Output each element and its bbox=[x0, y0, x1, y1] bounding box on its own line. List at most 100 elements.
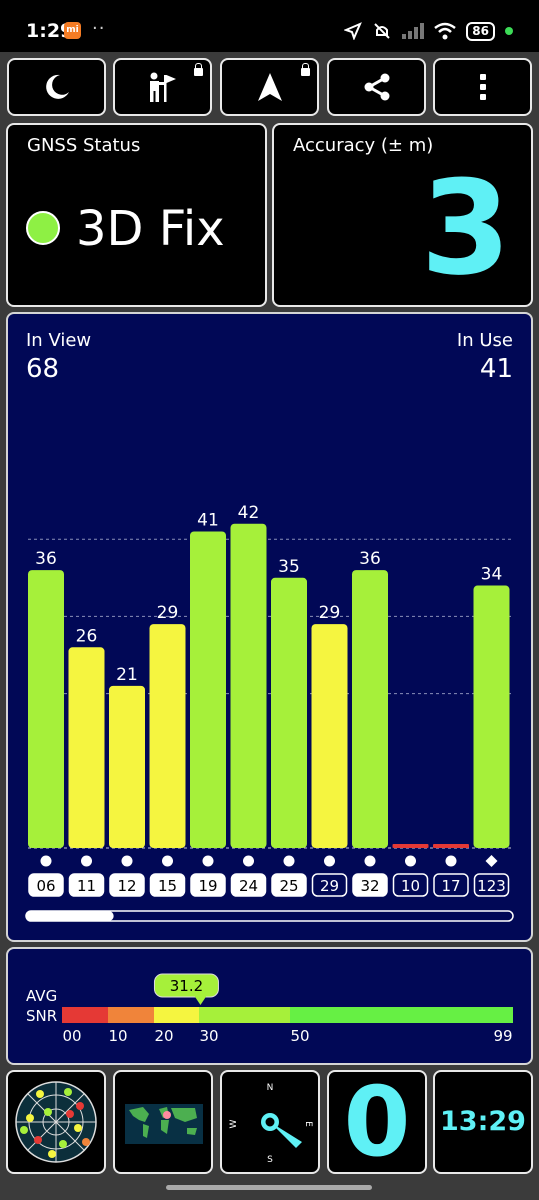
bar-value-label: 29 bbox=[319, 603, 341, 623]
clock-tile[interactable]: 13:29 bbox=[433, 1070, 533, 1174]
satellite-snr-panel[interactable]: In View 68 In Use 41 36 06 26 11 21 12 29 15 41 1… bbox=[6, 312, 533, 942]
accuracy-value: 3 bbox=[420, 152, 511, 304]
share-button[interactable] bbox=[327, 58, 426, 116]
satellite-id-box bbox=[68, 873, 105, 897]
counter-tile[interactable]: 0 bbox=[327, 1066, 427, 1178]
fix-status-dot bbox=[26, 211, 60, 245]
snr-bar bbox=[230, 523, 267, 848]
satellite-id-box bbox=[190, 873, 226, 897]
satellite-id-label: 123 bbox=[477, 877, 506, 895]
satellite-id-box bbox=[311, 873, 348, 897]
snr-scale-label: 50 bbox=[290, 1027, 309, 1045]
status-bar: 1:29 mi ·· 86 bbox=[0, 0, 539, 52]
compass-east: E bbox=[303, 1121, 313, 1127]
snr-scale-segment bbox=[62, 1007, 108, 1023]
satellite-id-box bbox=[473, 873, 510, 897]
bar-value-label: 42 bbox=[238, 503, 260, 523]
circle-marker bbox=[121, 855, 133, 867]
compass-west: W bbox=[229, 1119, 239, 1128]
circle-marker bbox=[405, 855, 416, 867]
snr-scale-segment bbox=[199, 1007, 290, 1023]
privacy-indicator bbox=[505, 27, 513, 35]
world-map-icon bbox=[125, 1104, 203, 1144]
signal-icon bbox=[402, 23, 425, 39]
snr-bar bbox=[68, 647, 105, 848]
snr-bar bbox=[109, 685, 145, 848]
navigate-button[interactable] bbox=[220, 58, 319, 116]
snr-bar bbox=[352, 570, 388, 848]
snr-bar bbox=[392, 844, 429, 848]
satellite-id-label: 11 bbox=[77, 877, 96, 895]
circle-marker bbox=[40, 855, 52, 867]
in-use-label: In Use bbox=[456, 330, 513, 351]
snr-bar bbox=[149, 624, 186, 848]
snr-scale-label: 30 bbox=[199, 1027, 218, 1045]
satellite-id-box bbox=[392, 873, 429, 897]
home-indicator[interactable] bbox=[166, 1185, 372, 1190]
in-use-count: 41 bbox=[479, 354, 513, 384]
location-arrow-icon bbox=[344, 22, 363, 40]
world-map-button[interactable] bbox=[113, 1070, 213, 1174]
avg-snr-bubble bbox=[153, 973, 219, 998]
compass-north: N bbox=[267, 1083, 274, 1093]
hiker-flag-icon bbox=[149, 72, 176, 102]
snr-scale-label: 00 bbox=[62, 1027, 81, 1045]
snr-scale-label: 10 bbox=[108, 1027, 127, 1045]
satellite-bar-chart: 36 06 26 11 21 12 29 15 41 19 42 24 35 25 29 29 36 32 10 17… bbox=[25, 503, 514, 922]
snr-scale-segment bbox=[154, 1007, 199, 1023]
avg-snr-value: 31.2 bbox=[170, 977, 203, 995]
avg-label: AVG bbox=[26, 987, 58, 1005]
bar-value-label: 35 bbox=[278, 557, 300, 577]
more-vertical-icon bbox=[479, 74, 486, 100]
snr-scale-segment bbox=[290, 1007, 513, 1023]
wifi-icon bbox=[434, 22, 457, 40]
satellite-id-box bbox=[271, 873, 307, 897]
accuracy-card[interactable]: Accuracy (± m) 3 bbox=[272, 123, 533, 307]
hiker-button[interactable] bbox=[113, 58, 212, 116]
compass-south: S bbox=[267, 1155, 273, 1165]
snr-bar bbox=[473, 585, 510, 848]
gnss-status-label: GNSS Status bbox=[27, 135, 141, 156]
skyplot-button[interactable] bbox=[6, 1070, 106, 1174]
clock-value: 13:29 bbox=[440, 1106, 526, 1137]
circle-marker bbox=[364, 855, 376, 867]
bar-value-label: 21 bbox=[116, 665, 138, 685]
share-icon bbox=[364, 73, 389, 101]
circle-marker bbox=[445, 855, 457, 867]
moon-icon bbox=[45, 74, 69, 99]
notification-dots: ·· bbox=[92, 18, 106, 39]
bar-value-label: 29 bbox=[157, 603, 179, 623]
accuracy-label: Accuracy (± m) bbox=[293, 135, 434, 156]
snr-bar bbox=[28, 570, 64, 848]
bar-value-label: 34 bbox=[481, 565, 503, 585]
satellite-id-label: 10 bbox=[401, 877, 420, 895]
status-icons: 86 bbox=[344, 18, 513, 44]
satellite-id-label: 29 bbox=[320, 877, 339, 895]
counter-value: 0 bbox=[343, 1066, 411, 1178]
snr-bar bbox=[311, 624, 348, 848]
satellite-id-box bbox=[28, 873, 64, 897]
satellite-id-label: 12 bbox=[117, 877, 136, 895]
bar-value-label: 36 bbox=[359, 549, 381, 569]
satellite-id-label: 24 bbox=[239, 877, 258, 895]
avg-snr-pointer bbox=[194, 996, 207, 1005]
lock-icon bbox=[301, 63, 310, 76]
satellite-id-label: 25 bbox=[279, 877, 298, 895]
snr-scale-bar: 00 10 20 30 50 99 31.2 bbox=[62, 973, 513, 1045]
more-options-button[interactable] bbox=[433, 58, 532, 116]
snr-scale-panel: AVG SNR 00 10 20 30 50 99 31.2 bbox=[6, 947, 533, 1065]
compass-button[interactable]: N E S W bbox=[220, 1070, 320, 1174]
night-mode-button[interactable] bbox=[7, 58, 106, 116]
snr-scale-label: 99 bbox=[493, 1027, 512, 1045]
snr-bar bbox=[271, 577, 307, 848]
bar-value-label: 26 bbox=[76, 626, 98, 646]
satellite-id-label: 19 bbox=[198, 877, 217, 895]
in-view-count: 68 bbox=[26, 354, 60, 384]
vibrate-off-icon bbox=[374, 23, 391, 39]
snr-label: SNR bbox=[26, 1007, 58, 1025]
snr-bar bbox=[433, 844, 469, 848]
status-time: 1:29 bbox=[26, 20, 74, 42]
gnss-status-card[interactable]: GNSS Status 3D Fix bbox=[6, 123, 267, 307]
circle-marker bbox=[324, 855, 335, 867]
circle-marker bbox=[81, 855, 92, 867]
